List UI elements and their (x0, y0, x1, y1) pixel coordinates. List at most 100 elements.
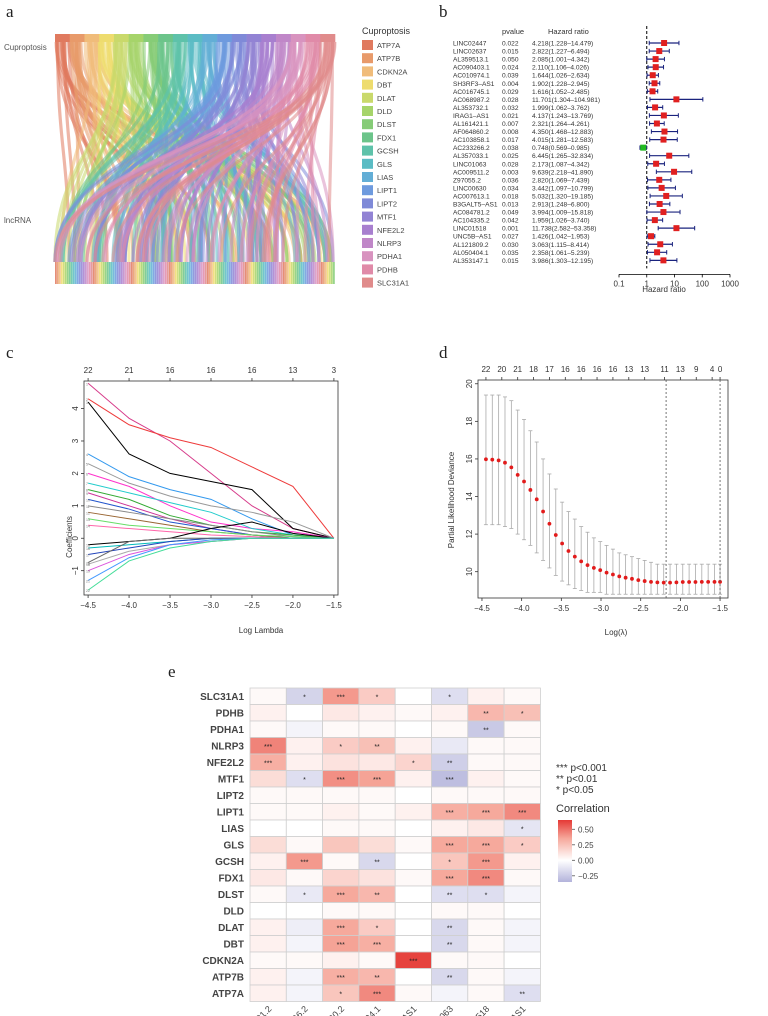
coef-path-label: 9 (86, 492, 88, 496)
heatmap-row-label: DLST (218, 890, 244, 901)
heatmap-cell (503, 984, 541, 1002)
legend-label: FDX1 (377, 133, 396, 142)
sankey-lncrna-bar (81, 262, 83, 284)
sankey-lncrna-bar (323, 262, 325, 284)
coef-path-label: 6 (86, 472, 88, 476)
forest-row-hr: 2.358(1.061–5.239) (532, 250, 590, 257)
forest-row-hr: 3.986(1.303–12.195) (532, 258, 593, 265)
forest-row-name: AC010974.1 (453, 73, 490, 80)
forest-hr-marker (673, 225, 680, 232)
heatmap-star: *** (482, 843, 490, 850)
cv-point (522, 479, 526, 484)
sankey-lncrna-bar (85, 262, 87, 284)
cv-point (699, 579, 704, 584)
heatmap-star: * (376, 925, 379, 932)
sankey-lncrna-bar (213, 262, 215, 284)
forest-hr-marker (660, 112, 667, 119)
heatmap-cell (394, 984, 432, 1002)
cv-point (579, 559, 584, 564)
sankey-top-block (231, 34, 247, 42)
forest-hr-marker (654, 249, 661, 256)
heatmap-star: *** (446, 876, 454, 883)
coef-top-tick-label: 22 (84, 366, 93, 375)
heatmap-cell (503, 918, 541, 936)
forest-row-name: LINC01518 (453, 226, 487, 233)
panel-d-cv-curve: Log(λ) Partial Likelihood Deviance −4.5 −… (447, 365, 729, 637)
panel-label-c: c (6, 343, 14, 362)
sankey-lncrna-bar (155, 262, 157, 284)
sankey-top-block (276, 34, 292, 42)
legend-swatch (362, 132, 373, 143)
heatmap-cell (394, 935, 432, 953)
sankey-top-block (172, 34, 188, 42)
colorbar-title: Correlation (556, 803, 610, 815)
sankey-lncrna-bar (195, 262, 197, 284)
coef-path (87, 398, 335, 539)
forest-hr-marker (666, 152, 673, 159)
forest-row-hr: 4.350(1.468–12.883) (532, 129, 593, 136)
heatmap-star: ** (447, 975, 453, 982)
cv-x-tick-label: −3.5 (553, 604, 569, 613)
heatmap-cell (503, 869, 541, 887)
sankey-lncrna-bar (321, 262, 323, 284)
sankey-lncrna-bar (311, 262, 313, 284)
coef-path-label: 8 (86, 489, 88, 493)
colorbar-tick-label: 0.50 (578, 825, 594, 834)
forest-row-name: LINC02447 (453, 41, 487, 48)
sankey-lncrna-bar (129, 262, 131, 284)
cv-point (566, 549, 571, 553)
sankey-lncrna-bar (287, 262, 289, 284)
sankey-lncrna-bar (303, 262, 305, 284)
heatmap-cell (394, 968, 432, 986)
coef-top-tick-label: 21 (125, 366, 134, 375)
forest-hr-marker (652, 56, 659, 63)
sankey-lncrna-bar (65, 262, 67, 284)
cv-top-tick-label: 4 (710, 365, 715, 374)
legend-swatch (362, 106, 373, 116)
forest-hr-marker (651, 217, 658, 224)
heatmap-cell (503, 852, 541, 870)
sankey-lncrna-bar (111, 262, 113, 284)
coef-path (87, 489, 334, 539)
heatmap-cell (358, 704, 396, 722)
heatmap-cell (394, 819, 432, 837)
heatmap-cell (358, 720, 396, 738)
forest-row-hr: 2.110(1.106–4.026) (532, 65, 589, 72)
cv-point (560, 541, 565, 546)
cv-point (604, 570, 609, 575)
heatmap-cell (394, 770, 432, 788)
heatmap-cell (249, 720, 287, 738)
coef-x-tick-label: −4.5 (80, 601, 96, 610)
cv-point (547, 521, 552, 526)
coef-y-tick-label: 4 (71, 406, 80, 411)
heatmap-cell (249, 819, 287, 837)
sankey-lncrna-bar (245, 262, 247, 284)
sankey-lncrna-bar (263, 262, 265, 284)
heatmap-star: ** (483, 727, 489, 734)
sankey-top-block (305, 34, 321, 42)
sankey-top-label: Cuproptosis (4, 43, 47, 52)
forest-row-pvalue: 0.024 (502, 65, 519, 72)
heatmap-star: *** (337, 975, 345, 982)
forest-row-pvalue: 0.027 (502, 234, 519, 241)
heatmap-cell (503, 770, 541, 788)
legend-label: DLAT (377, 94, 396, 103)
heatmap-star: *** (264, 760, 272, 767)
coef-path-label: 2 (86, 398, 88, 402)
forest-row-hr: 6.445(1.265–32.834) (532, 153, 593, 160)
colorbar-tick-label: 0.00 (578, 856, 594, 865)
forest-row-name: AC007613.1 (453, 193, 490, 200)
forest-row-hr: 2.822(1.227–6.494) (532, 49, 590, 56)
heatmap-cell (285, 869, 324, 887)
colorbar-gradient (558, 820, 572, 882)
cv-point (490, 457, 495, 462)
legend-label: LIPT1 (377, 186, 397, 195)
legend-label: NLRP3 (377, 239, 401, 248)
coef-path-label: 17 (86, 553, 90, 557)
sankey-flow (53, 41, 118, 263)
sankey-lncrna-bar (329, 262, 331, 284)
forest-row-pvalue: 0.039 (502, 73, 519, 80)
sankey-flow (327, 41, 335, 263)
sankey-lncrna-bar (219, 262, 221, 284)
heatmap-star: ** (374, 859, 380, 866)
